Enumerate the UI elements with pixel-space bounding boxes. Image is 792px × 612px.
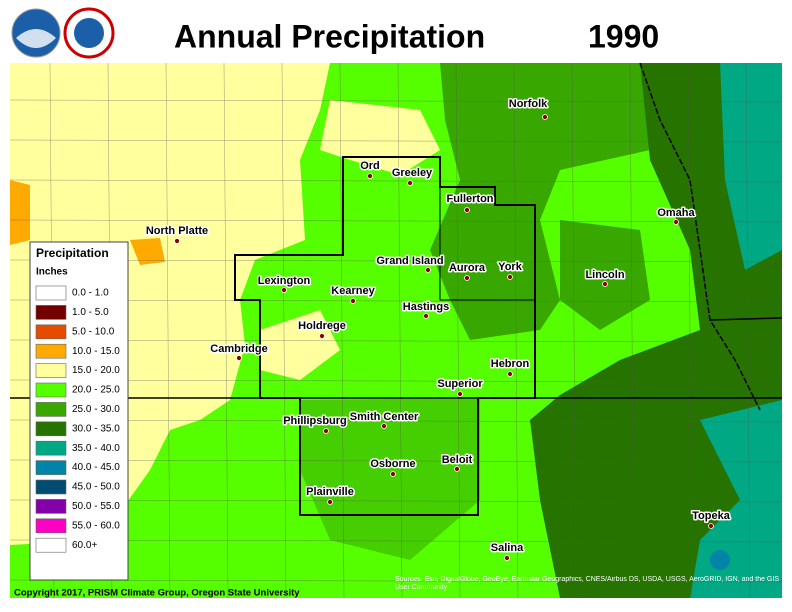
legend-swatch xyxy=(35,324,67,340)
legend-swatch xyxy=(35,305,67,320)
city-label: Salina xyxy=(491,542,524,554)
title: Annual Precipitation xyxy=(174,18,485,54)
city-dot xyxy=(407,180,413,186)
legend-swatch xyxy=(35,440,67,456)
city-dot xyxy=(327,499,333,505)
legend: Precipitation Inches 0.0 - 1.0 1.0 - 5.0 5… xyxy=(29,241,129,581)
city-label: Kearney xyxy=(331,285,375,297)
city-label: Plainville xyxy=(306,486,354,498)
city-label: Fullerton xyxy=(446,193,493,205)
city-dot xyxy=(457,391,463,397)
city-dot xyxy=(367,173,373,179)
legend-swatch xyxy=(35,421,67,437)
legend-swatch xyxy=(35,537,67,553)
city-dot xyxy=(425,267,431,273)
city-dot xyxy=(350,298,356,304)
city-label: Aurora xyxy=(449,262,486,274)
city-dot xyxy=(542,114,548,120)
legend-swatch xyxy=(35,343,67,359)
legend-label: 5.0 - 10.0 xyxy=(72,326,115,337)
city-dot xyxy=(236,355,242,361)
city-label: Grand Island xyxy=(376,255,443,267)
city-label: Cambridge xyxy=(210,343,267,355)
legend-label: 10.0 - 15.0 xyxy=(72,346,120,357)
city-label: Hebron xyxy=(491,358,530,370)
city-dot xyxy=(708,523,714,529)
city-label: Topeka xyxy=(692,510,731,522)
legend-swatch xyxy=(35,402,67,417)
city-dot xyxy=(423,313,429,319)
legend-label: 35.0 - 40.0 xyxy=(72,443,120,454)
logos xyxy=(11,7,115,59)
city-labels: Norfolk Ord Greeley Fullerton North Platte Om… xyxy=(144,96,732,561)
city-label: Ord xyxy=(360,160,380,172)
legend-swatch xyxy=(35,363,67,378)
year: 1990 xyxy=(588,18,659,54)
city-label: Phillipsburg xyxy=(283,415,347,427)
city-dot xyxy=(174,238,180,244)
copyright: Copyright 2017, PRISM Climate Group, Ore… xyxy=(14,588,300,599)
city-label: North Platte xyxy=(146,225,208,237)
legend-label: 45.0 - 50.0 xyxy=(72,482,120,493)
legend-label: 1.0 - 5.0 xyxy=(72,307,109,318)
city-dot xyxy=(507,371,513,377)
legend-label: 0.0 - 1.0 xyxy=(72,288,109,299)
city-dot xyxy=(281,287,287,293)
city-dot xyxy=(602,281,608,287)
legend-label: 50.0 - 55.0 xyxy=(72,501,120,512)
city-dot xyxy=(464,275,470,281)
city-dot xyxy=(319,333,325,339)
city-label: Beloit xyxy=(442,454,473,466)
legend-swatch xyxy=(35,460,67,475)
city-dot xyxy=(504,555,510,561)
sources: Sources: Esri, DigitalGlobe, GeoEye, Ear… xyxy=(395,576,779,591)
city-label: York xyxy=(498,261,523,273)
city-dot xyxy=(381,423,387,429)
legend-swatch xyxy=(35,285,67,301)
legend-label: 60.0+ xyxy=(72,540,97,551)
city-label: Holdrege xyxy=(298,320,346,332)
legend-label: 25.0 - 30.0 xyxy=(72,404,120,415)
legend-swatch xyxy=(35,479,67,495)
legend-label: 30.0 - 35.0 xyxy=(72,423,120,434)
legend-label: 20.0 - 25.0 xyxy=(72,385,120,396)
city-dot xyxy=(390,471,396,477)
city-dot xyxy=(323,428,329,434)
city-dot xyxy=(464,207,470,213)
city-label: Greeley xyxy=(392,167,433,179)
legend-title: Precipitation xyxy=(36,246,109,260)
legend-swatch xyxy=(35,382,67,398)
city-label: Osborne xyxy=(370,458,415,470)
city-dot xyxy=(454,466,460,472)
legend-label: 40.0 - 45.0 xyxy=(72,462,120,473)
city-label: Lincoln xyxy=(585,269,624,281)
city-label: Norfolk xyxy=(509,98,548,110)
legend-label: 15.0 - 20.0 xyxy=(72,365,120,376)
city-dot xyxy=(673,219,679,225)
city-label: Hastings xyxy=(403,301,449,313)
legend-label: 55.0 - 60.0 xyxy=(72,520,120,531)
city-label: Lexington xyxy=(258,275,311,287)
city-label: Omaha xyxy=(657,207,695,219)
legend-swatch xyxy=(35,499,67,514)
city-label: Smith Center xyxy=(350,411,419,423)
sources-box: Sources: Esri, DigitalGlobe, GeoEye, Ear… xyxy=(395,576,779,591)
legend-units: Inches xyxy=(36,267,68,278)
legend-swatch xyxy=(35,518,67,534)
city-dot xyxy=(507,274,513,280)
city-label: Superior xyxy=(437,378,483,390)
